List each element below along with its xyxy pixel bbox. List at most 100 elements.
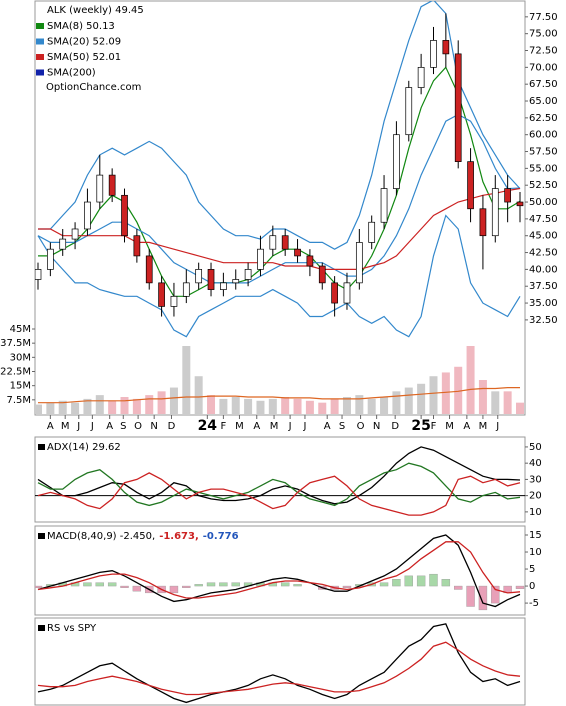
volume-tick-label: 22.5M bbox=[0, 367, 31, 378]
candle-body bbox=[331, 282, 338, 304]
candle-body bbox=[318, 265, 326, 284]
y-tick-label: 57.50 bbox=[529, 147, 558, 158]
x-tick-label: M bbox=[479, 421, 488, 432]
volume-bar bbox=[367, 398, 376, 414]
histogram-bar bbox=[478, 585, 488, 611]
line bbox=[37, 472, 521, 516]
line bbox=[38, 1, 521, 250]
histogram-bar bbox=[194, 584, 203, 587]
volume-bar bbox=[380, 397, 389, 414]
panel-frame bbox=[34, 525, 526, 616]
legend-label: SMA(200) bbox=[47, 68, 96, 79]
chart-title: ALK (weekly) 49.45 bbox=[47, 5, 144, 16]
x-tick-label: A bbox=[253, 421, 260, 432]
legend-swatch bbox=[38, 444, 45, 450]
volume-bar bbox=[293, 398, 302, 414]
x-tick-label: M bbox=[270, 421, 279, 432]
volume-bar bbox=[466, 346, 475, 414]
histogram-bar bbox=[491, 585, 500, 604]
volume-bar bbox=[194, 376, 203, 414]
x-tick-label: A bbox=[106, 421, 113, 432]
y-tick-label: 37.50 bbox=[529, 281, 558, 292]
y-tick-label: 5 bbox=[529, 564, 535, 575]
candle-body bbox=[454, 53, 462, 162]
y-tick-label: 50 bbox=[529, 442, 542, 453]
candle-body bbox=[84, 201, 91, 230]
candle-body bbox=[355, 242, 363, 284]
panel-label-part: MACD(8,40,9) -2.450, bbox=[47, 531, 155, 542]
candle-body bbox=[343, 282, 351, 304]
y-tick-label: -5 bbox=[529, 598, 539, 609]
x-tick-label: J bbox=[76, 421, 80, 432]
volume-bar bbox=[244, 398, 253, 414]
candle-body bbox=[368, 221, 376, 243]
legend-bg bbox=[36, 2, 148, 94]
line bbox=[37, 113, 521, 284]
candle-body bbox=[306, 255, 314, 267]
x-tick-label: M bbox=[445, 421, 454, 432]
line bbox=[37, 462, 521, 507]
line bbox=[37, 623, 521, 704]
line bbox=[37, 541, 521, 599]
candle-body bbox=[47, 248, 54, 270]
y-tick-label: 30 bbox=[529, 474, 542, 485]
x-tick-label: N bbox=[373, 421, 380, 432]
y-tick-label: 40 bbox=[529, 458, 542, 469]
candle-body bbox=[220, 282, 227, 290]
line bbox=[37, 446, 521, 505]
y-tick-label: 55.00 bbox=[529, 163, 558, 174]
y-tick-label: 50.00 bbox=[529, 197, 558, 208]
histogram-bar bbox=[132, 585, 142, 592]
legend-label: SMA(20) 52.09 bbox=[47, 37, 121, 48]
candle-body bbox=[121, 194, 128, 237]
volume-bar bbox=[256, 400, 265, 414]
y-tick-label: 67.50 bbox=[529, 79, 558, 90]
candle-body bbox=[516, 201, 524, 207]
volume-bar bbox=[46, 402, 55, 414]
volume-bar bbox=[516, 402, 524, 414]
y-tick-label: 0 bbox=[529, 581, 535, 592]
volume-bar bbox=[454, 366, 463, 414]
panel-label-part: -0.776 bbox=[203, 531, 239, 542]
legend-swatch bbox=[36, 38, 44, 45]
histogram-bar bbox=[83, 582, 92, 587]
volume-bar bbox=[83, 398, 92, 414]
candle-body bbox=[269, 235, 277, 250]
panel-label: ADX(14) 29.62 bbox=[47, 442, 121, 453]
candle-body bbox=[504, 188, 511, 203]
y-tick-label: 10 bbox=[529, 507, 542, 518]
legend-label: SMA(50) 52.01 bbox=[47, 52, 121, 63]
y-tick-label: 32.50 bbox=[529, 315, 558, 326]
x-tick-label: M bbox=[61, 421, 70, 432]
legend-swatch bbox=[36, 23, 44, 29]
histogram-bar bbox=[342, 585, 352, 588]
histogram-bar bbox=[107, 582, 117, 587]
candle-body bbox=[170, 295, 178, 307]
panel-label: RS vs SPY bbox=[47, 623, 97, 634]
candle-body bbox=[257, 248, 264, 270]
x-tick-label: J bbox=[302, 421, 306, 432]
candle-body bbox=[182, 282, 190, 297]
histogram-bar bbox=[416, 575, 426, 587]
histogram-bar bbox=[454, 585, 463, 590]
volume-bar bbox=[207, 395, 216, 414]
y-tick-label: 52.50 bbox=[529, 180, 558, 191]
y-tick-label: 65.00 bbox=[529, 96, 558, 107]
panel-label: MACD(8,40,9) -2.450, -1.673, -0.776 bbox=[47, 531, 239, 542]
volume-bar bbox=[429, 376, 438, 414]
plot-area bbox=[35, 1, 524, 414]
candle-body bbox=[417, 66, 425, 88]
y-tick-label: 40.00 bbox=[529, 264, 558, 275]
histogram-bar bbox=[280, 582, 290, 587]
x-tick-label: A bbox=[463, 421, 470, 432]
volume-bar bbox=[342, 397, 351, 414]
histogram-bar bbox=[404, 575, 413, 587]
x-tick-label: O bbox=[134, 421, 142, 432]
y-tick-label: 35.00 bbox=[529, 298, 558, 309]
x-tick-label: J bbox=[288, 421, 292, 432]
volume-bar bbox=[318, 402, 327, 414]
legend-swatch bbox=[38, 625, 45, 631]
legend-swatch bbox=[36, 69, 44, 76]
y-tick-label: 45.00 bbox=[529, 231, 558, 242]
